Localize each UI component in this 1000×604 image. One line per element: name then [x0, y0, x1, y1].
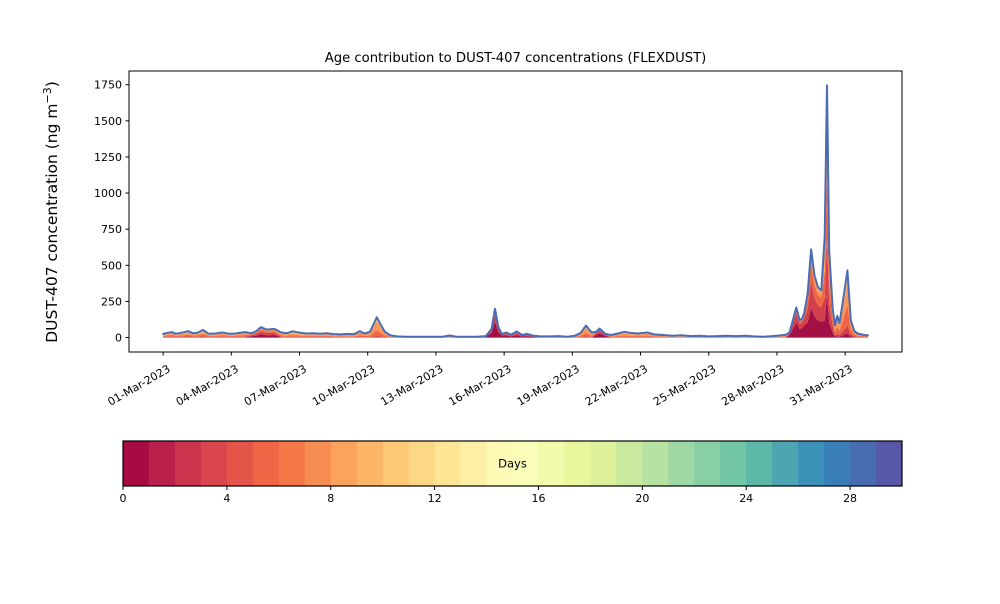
y-tick-label: 500 [101, 259, 122, 272]
colorbar-segment [278, 441, 306, 486]
colorbar-segment [720, 441, 747, 486]
colorbar-segment [538, 441, 565, 486]
age-layer-area [163, 173, 868, 338]
x-tick-label: 28-Mar-2023 [719, 362, 786, 408]
colorbar-tick-label: 8 [327, 492, 334, 505]
age-layer-area [163, 123, 868, 338]
age-layer-area [163, 85, 868, 337]
colorbar-segment [876, 441, 903, 486]
x-tick-label: 13-Mar-2023 [378, 362, 445, 408]
colorbar-segment [123, 441, 150, 486]
colorbar-segment [200, 441, 228, 486]
chart-title: Age contribution to DUST-407 concentrati… [325, 51, 707, 66]
colorbar: 0 4 8 12 16 20 24 28 [120, 441, 903, 505]
colorbar-segment [850, 441, 877, 486]
colorbar-segment [512, 441, 539, 486]
colorbar-segment [824, 441, 851, 486]
colorbar-segment [616, 441, 643, 486]
colorbar-border [122, 440, 903, 487]
age-layer-area [163, 239, 868, 338]
colorbar-segment [772, 441, 799, 486]
stacked-area-layers [163, 85, 868, 338]
plot-border [128, 70, 903, 353]
total-concentration-line [162, 84, 869, 338]
y-tick-label: 1500 [94, 115, 122, 128]
colorbar-tick-label: 12 [428, 492, 442, 505]
y-tick-label: 750 [101, 223, 122, 236]
colorbar-segment [668, 441, 695, 486]
x-tick-label: 01-Mar-2023 [105, 362, 172, 408]
total-line-path [162, 84, 869, 338]
colorbar-tick-label: 28 [843, 492, 857, 505]
colorbar-segment [746, 441, 773, 486]
x-tick-label: 16-Mar-2023 [447, 362, 514, 408]
y-tick-label: 250 [101, 295, 122, 308]
colorbar-tick-label: 24 [739, 492, 753, 505]
colorbar-segment [382, 441, 410, 486]
colorbar-segment [408, 441, 436, 486]
colorbar-segment [642, 441, 669, 486]
colorbar-tick-label: 20 [635, 492, 649, 505]
x-tick-label: 19-Mar-2023 [515, 362, 582, 408]
colorbar-label: Days [498, 457, 527, 471]
colorbar-tick-label: 4 [223, 492, 230, 505]
colorbar-segment [226, 441, 254, 486]
x-tick-label: 07-Mar-2023 [242, 362, 309, 408]
x-tick-label: 31-Mar-2023 [788, 362, 855, 408]
colorbar-segment [304, 441, 332, 486]
x-tick-label: 04-Mar-2023 [174, 362, 241, 408]
axes-ticks-and-labels: 0 250 500 750 1000 1250 1500 1750 01-Mar-2023 04-… [94, 79, 855, 409]
colorbar-tick-label: 16 [531, 492, 545, 505]
y-tick-label: 0 [115, 332, 122, 345]
colorbar-segment [174, 441, 202, 486]
colorbar-segment [460, 441, 488, 486]
colorbar-segment [590, 441, 617, 486]
y-axis-label: DUST-407 concentration (ng m−3) [41, 81, 61, 343]
y-tick-label: 1000 [94, 187, 122, 200]
age-layer-area [163, 98, 868, 337]
x-tick-label: 22-Mar-2023 [583, 362, 650, 408]
colorbar-segment [486, 441, 513, 486]
y-tick-label: 1250 [94, 151, 122, 164]
colorbar-tick-label: 0 [120, 492, 127, 505]
x-tick-label: 25-Mar-2023 [651, 362, 718, 408]
x-tick-label: 10-Mar-2023 [310, 362, 377, 408]
colorbar-segment [148, 441, 176, 486]
colorbar-segment [798, 441, 825, 486]
age-layer-area [163, 294, 868, 338]
colorbar-segment [434, 441, 462, 486]
y-tick-label: 1750 [94, 79, 122, 92]
colorbar-segment [694, 441, 721, 486]
colorbar-segment [252, 441, 280, 486]
colorbar-segment [330, 441, 358, 486]
colorbar-segment [356, 441, 384, 486]
colorbar-segment [564, 441, 591, 486]
